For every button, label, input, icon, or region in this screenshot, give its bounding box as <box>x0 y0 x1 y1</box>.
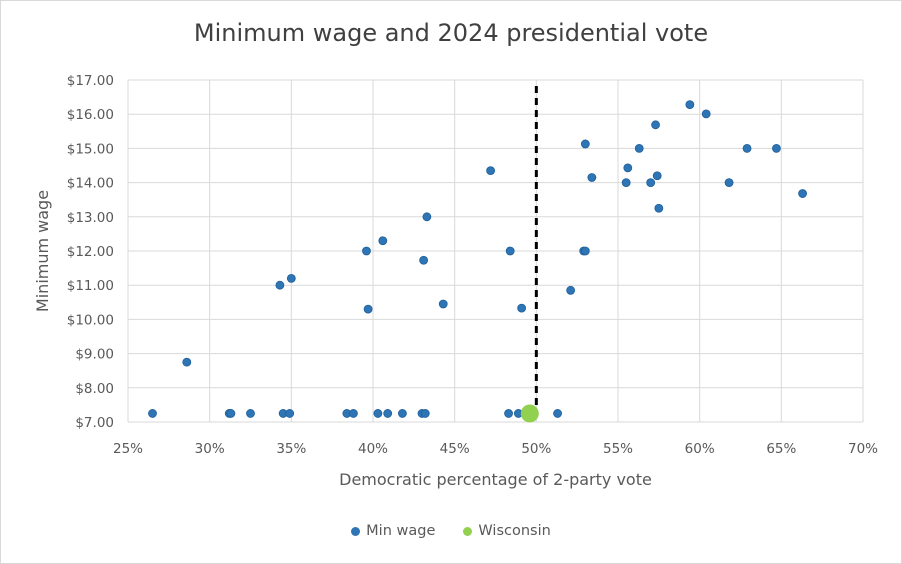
y-tick-label: $12.00 <box>67 244 114 260</box>
x-tick-label: 60% <box>685 441 715 457</box>
y-tick-label: $15.00 <box>67 141 114 157</box>
x-tick-label: 30% <box>195 441 225 457</box>
min-wage-point <box>486 166 496 176</box>
min-wage-point <box>587 173 597 182</box>
data-points <box>148 100 807 423</box>
min-wage-point <box>634 143 644 153</box>
x-axis-title: Democratic percentage of 2-party vote <box>339 470 652 489</box>
min-wage-point <box>685 100 695 110</box>
min-wage-point <box>182 357 192 367</box>
min-wage-point <box>701 109 711 119</box>
y-tick-label: $10.00 <box>67 312 114 328</box>
y-tick-label: $11.00 <box>67 278 114 294</box>
min-wage-point <box>623 163 633 173</box>
min-wage-point <box>226 409 236 418</box>
chart-title: Minimum wage and 2024 presidential vote <box>193 19 709 47</box>
x-tick-label: 70% <box>848 441 878 457</box>
y-tick-label: $17.00 <box>67 73 114 89</box>
x-tick-label: 65% <box>766 441 796 457</box>
min-wage-point <box>517 303 527 313</box>
min-wage-point <box>553 409 562 418</box>
min-wage-point <box>246 409 255 418</box>
min-wage-point <box>373 409 383 418</box>
min-wage-point <box>652 171 662 181</box>
y-tick-label: $7.00 <box>75 415 114 431</box>
min-wage-point <box>363 304 373 314</box>
legend-item-wisconsin: Wisconsin <box>463 523 551 539</box>
min-wage-point <box>505 246 515 256</box>
x-tick-label: 35% <box>276 441 306 457</box>
wisconsin-point <box>520 404 539 423</box>
min-wage-point <box>772 143 781 153</box>
y-axis-title: Minimum wage <box>33 190 52 312</box>
min-wage-point <box>286 273 296 283</box>
legend: Min wage Wisconsin <box>1 523 901 539</box>
min-wage-point <box>285 409 295 418</box>
x-tick-label: 40% <box>358 441 388 457</box>
min-wage-point <box>148 409 157 418</box>
min-wage-point <box>654 203 664 213</box>
min-wage-point <box>275 280 285 290</box>
x-tick-label: 50% <box>521 441 551 457</box>
min-wage-point <box>383 409 393 418</box>
min-wage-point <box>504 409 513 418</box>
legend-marker-wisconsin <box>463 526 473 536</box>
legend-item-min-wage: Min wage <box>351 523 435 539</box>
min-wage-point <box>397 409 407 418</box>
min-wage-point <box>580 246 590 256</box>
x-tick-label: 25% <box>113 441 143 457</box>
x-tick-label: 45% <box>440 441 470 457</box>
min-wage-point <box>378 236 388 246</box>
min-wage-point <box>420 409 430 418</box>
min-wage-point <box>566 285 576 295</box>
min-wage-point <box>419 255 429 265</box>
legend-label-wisconsin: Wisconsin <box>478 523 551 539</box>
min-wage-point <box>362 246 371 256</box>
min-wage-point <box>651 120 660 130</box>
y-tick-label: $16.00 <box>67 107 114 123</box>
min-wage-point <box>348 409 358 418</box>
y-tick-label: $8.00 <box>75 381 114 397</box>
min-wage-point <box>621 178 631 188</box>
min-wage-point <box>438 299 448 309</box>
min-wage-point <box>646 178 656 188</box>
min-wage-point <box>580 139 590 149</box>
y-tick-label: $9.00 <box>75 347 114 363</box>
y-tick-label: $13.00 <box>67 210 114 226</box>
gridlines <box>127 79 864 423</box>
min-wage-point <box>724 178 734 188</box>
y-tick-label: $14.00 <box>67 176 114 192</box>
legend-label-min-wage: Min wage <box>366 523 436 539</box>
y-axis-ticks: $7.00 $8.00 $9.00 $10.00 $11.00 $12.00 $13.00 $… <box>67 73 114 431</box>
min-wage-point <box>742 143 752 153</box>
min-wage-point <box>422 212 432 222</box>
x-axis-ticks: 25% 30% 35% 40% 45% 50% 55% 60% 65% 70% <box>113 441 878 457</box>
legend-marker-min-wage <box>351 526 361 536</box>
min-wage-point <box>798 189 807 198</box>
x-tick-label: 55% <box>603 441 633 457</box>
